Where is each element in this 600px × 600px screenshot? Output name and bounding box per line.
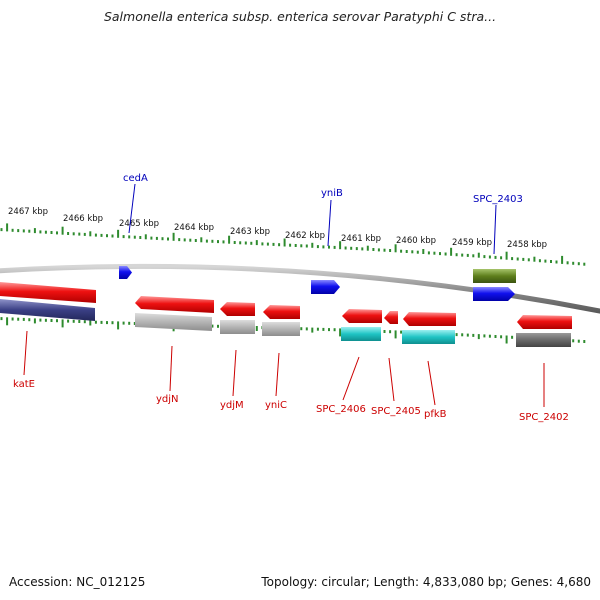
gene-ydjM[interactable]: ydjM: [220, 302, 255, 411]
gene-yniB[interactable]: yniB: [311, 188, 343, 294]
cds-block[interactable]: [135, 313, 212, 331]
cds-block[interactable]: [402, 330, 455, 344]
gene-leader: [342, 356, 360, 401]
cds-block[interactable]: [516, 333, 571, 347]
cds-block[interactable]: [262, 322, 300, 336]
gene-arrow[interactable]: [135, 296, 214, 313]
scale-label: 2466 kbp: [63, 214, 103, 224]
gene-arrow[interactable]: [342, 309, 382, 323]
scale-labels: 2467 kbp 2466 kbp 2465 kbp 2464 kbp 2463…: [8, 207, 547, 250]
gene-arrow[interactable]: [403, 312, 456, 326]
cds-block[interactable]: [341, 327, 381, 341]
page-title: Salmonella enterica subsp. enterica sero…: [103, 9, 497, 24]
gene-SPC_2402[interactable]: SPC_2402: [516, 315, 572, 423]
gene-katE[interactable]: katE: [0, 282, 96, 390]
gene-arrow[interactable]: [0, 282, 96, 303]
scale-label: 2463 kbp: [230, 227, 270, 237]
gene-arrow[interactable]: [119, 266, 132, 279]
rna-feature[interactable]: [473, 269, 516, 283]
gene-label: yniB: [321, 188, 343, 199]
gene-label: SPC_2402: [519, 412, 569, 423]
gene-label: yniC: [265, 400, 287, 411]
gene-arrow[interactable]: [384, 311, 398, 324]
scale-label: 2459 kbp: [452, 238, 492, 248]
gene-cedA[interactable]: cedA: [119, 173, 148, 279]
gene-pfkB[interactable]: pfkB: [402, 312, 456, 420]
gene-label: SPC_2406: [316, 404, 366, 415]
gene-SPC_2403[interactable]: SPC_2403: [473, 194, 523, 301]
scale-label: 2461 kbp: [341, 234, 381, 244]
gene-yniC[interactable]: yniC: [262, 305, 300, 411]
scale-label: 2462 kbp: [285, 231, 325, 241]
gene-arrow[interactable]: [517, 315, 572, 329]
gene-label: katE: [13, 379, 35, 390]
gene-label: pfkB: [424, 409, 447, 420]
gene-SPC_2406[interactable]: SPC_2406: [316, 309, 382, 415]
gene-leader: [493, 204, 497, 255]
gene-SPC_2405[interactable]: SPC_2405: [371, 311, 421, 417]
scale-label: 2464 kbp: [174, 223, 214, 233]
gene-arrow[interactable]: [220, 302, 255, 316]
gene-ydjN[interactable]: ydjN: [135, 296, 214, 405]
gene-arrow[interactable]: [311, 280, 340, 294]
gene-leader: [23, 330, 28, 376]
cds-block[interactable]: [220, 320, 255, 334]
gene-leader: [427, 360, 436, 406]
gene-label: SPC_2403: [473, 194, 523, 205]
genome-summary: Topology: circular; Length: 4,833,080 bp…: [261, 575, 591, 589]
gene-leader: [388, 357, 395, 402]
scale-label: 2460 kbp: [396, 236, 436, 246]
gene-label: cedA: [123, 173, 148, 184]
scale-label: 2467 kbp: [8, 207, 48, 217]
scale-label: 2458 kbp: [507, 240, 547, 250]
gene-label: SPC_2405: [371, 406, 421, 417]
scale-label: 2465 kbp: [119, 219, 159, 229]
genome-backbone: [0, 263, 600, 314]
gene-leader: [275, 352, 280, 397]
gene-leader: [232, 349, 237, 397]
gene-leader: [169, 345, 173, 392]
cds-block[interactable]: [0, 299, 95, 321]
accession-label: Accession: NC_012125: [9, 575, 146, 589]
gene-arrow[interactable]: [263, 305, 300, 319]
gene-label: ydjN: [156, 394, 179, 405]
gene-label: ydjM: [220, 400, 244, 411]
scale-ticks-upper: [0, 223, 586, 266]
gene-leader: [327, 199, 332, 247]
gene-arrow[interactable]: [473, 287, 515, 301]
gene-leader: [128, 183, 136, 234]
